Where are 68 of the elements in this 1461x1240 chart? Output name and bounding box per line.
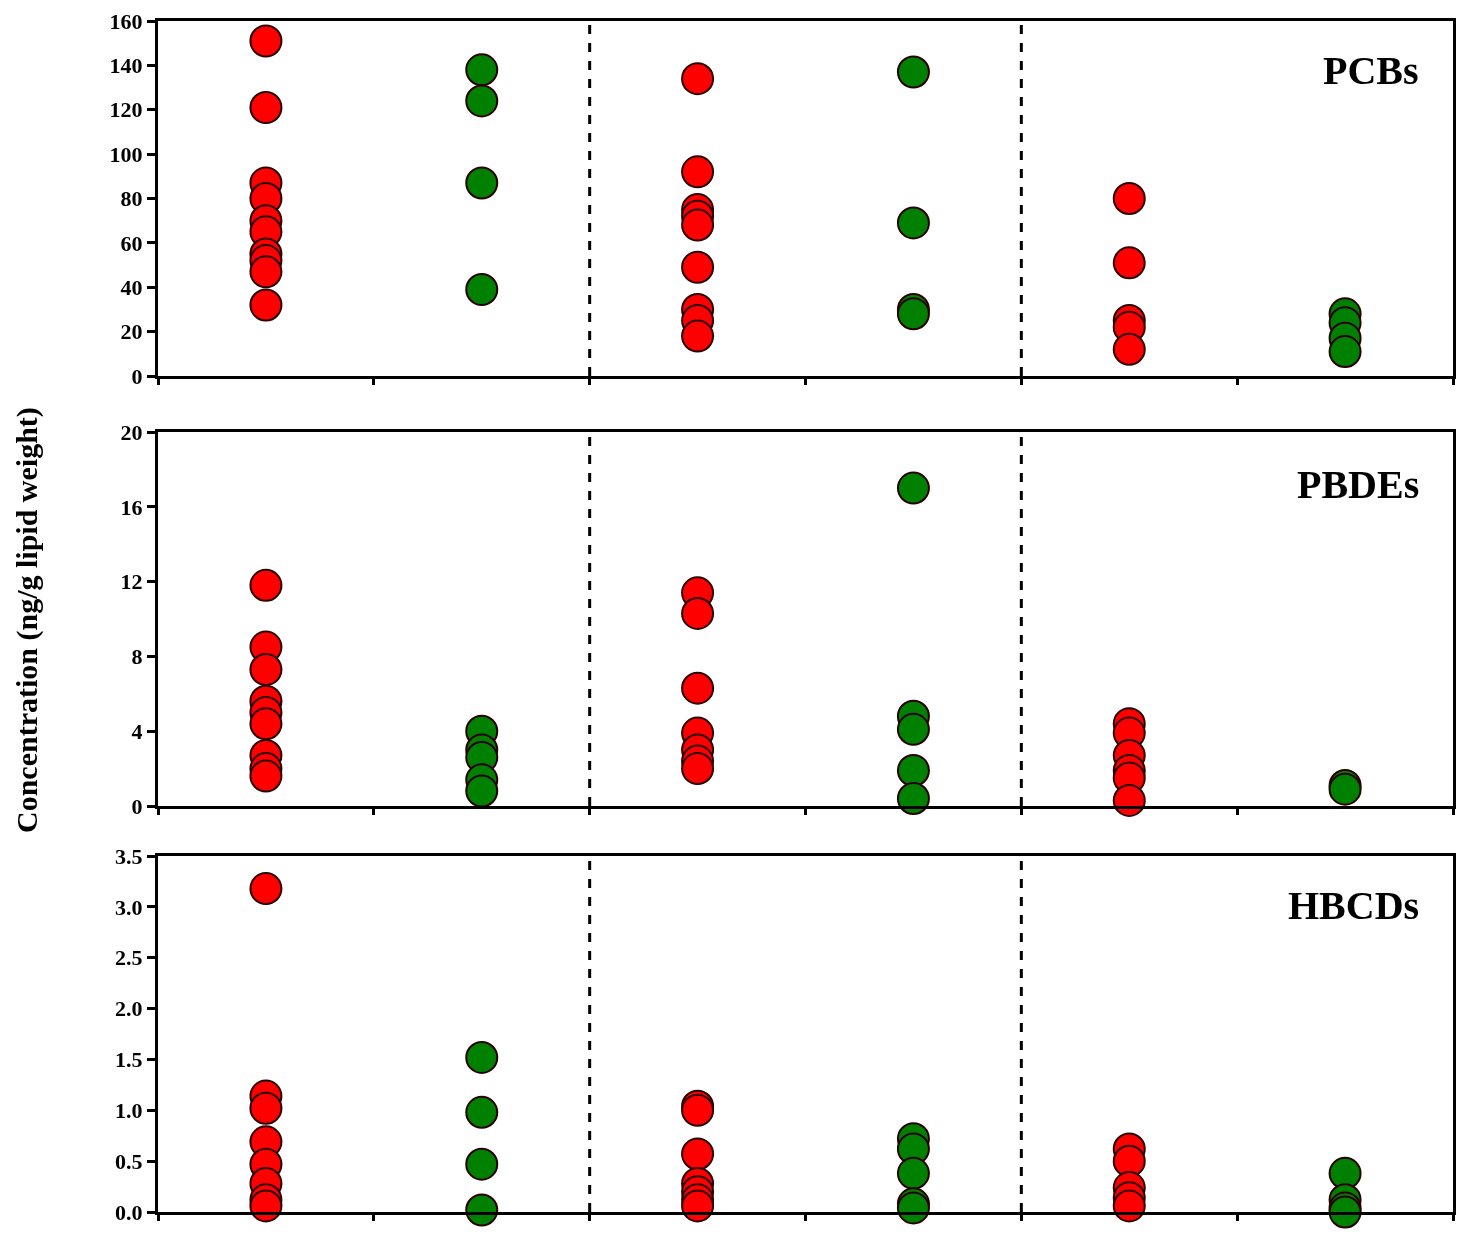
annotation: HBCDs (1288, 883, 1420, 928)
point (896, 55, 930, 89)
point (896, 1156, 930, 1190)
point (465, 166, 499, 200)
y-tick-label: 0.5 (115, 1148, 143, 1174)
point (1112, 783, 1146, 817)
point (896, 206, 930, 240)
point (681, 208, 715, 242)
point (896, 753, 930, 787)
y-tick-label: 120 (109, 97, 143, 123)
point (249, 707, 283, 741)
y-tick-label: 0 (131, 363, 143, 389)
y-tick-label: 20 (120, 419, 143, 445)
point (465, 1147, 499, 1181)
annotation: PBDEs (1297, 462, 1420, 507)
y-tick-label: 0.0 (115, 1199, 143, 1225)
y-tick-label: 2.5 (115, 945, 143, 971)
y-tick-label: 16 (120, 494, 143, 520)
point (681, 1137, 715, 1171)
point (249, 568, 283, 602)
point (1112, 246, 1146, 280)
y-tick-label: 1.0 (115, 1097, 143, 1123)
y-tick-label: 2.0 (115, 996, 143, 1022)
y-tick-label: 3.5 (115, 843, 143, 869)
point (249, 1091, 283, 1125)
y-tick-label: 140 (109, 53, 143, 79)
y-tick-label: 60 (120, 230, 143, 256)
y-tick-label: 1.5 (115, 1047, 143, 1073)
point (681, 250, 715, 284)
point (249, 872, 283, 906)
point (681, 596, 715, 630)
point (896, 782, 930, 816)
point (1112, 182, 1146, 215)
y-tick-label: 3.0 (115, 894, 143, 920)
point (1328, 335, 1362, 369)
point (465, 1040, 499, 1074)
point (249, 759, 283, 793)
point (465, 1095, 499, 1129)
point (681, 319, 715, 353)
annotation: PCBs (1323, 48, 1419, 93)
y-tick-label: 20 (120, 319, 143, 345)
y-tick-label: 160 (109, 8, 143, 34)
point (681, 1189, 715, 1223)
point (681, 671, 715, 705)
point (249, 255, 283, 289)
y-tick-label: 12 (120, 569, 143, 595)
y-tick-label: 0 (131, 793, 143, 819)
point (465, 84, 499, 118)
y-tick-label: 80 (120, 186, 143, 212)
point (681, 752, 715, 786)
point (249, 652, 283, 686)
y-axis-title: Concentration (ng/g lipid weight) (10, 407, 44, 833)
point (465, 272, 499, 306)
point (1112, 1189, 1146, 1223)
y-tick-label: 4 (131, 718, 143, 744)
y-tick-label: 40 (120, 274, 143, 300)
y-tick-label: 100 (109, 141, 143, 167)
point (249, 288, 283, 322)
point (896, 712, 930, 746)
point (465, 53, 499, 87)
point (896, 471, 930, 505)
point (681, 155, 715, 189)
y-tick-label: 8 (131, 644, 143, 670)
point (1112, 332, 1146, 366)
point (681, 62, 715, 96)
point (249, 91, 283, 125)
point (465, 774, 499, 808)
point (249, 24, 283, 58)
